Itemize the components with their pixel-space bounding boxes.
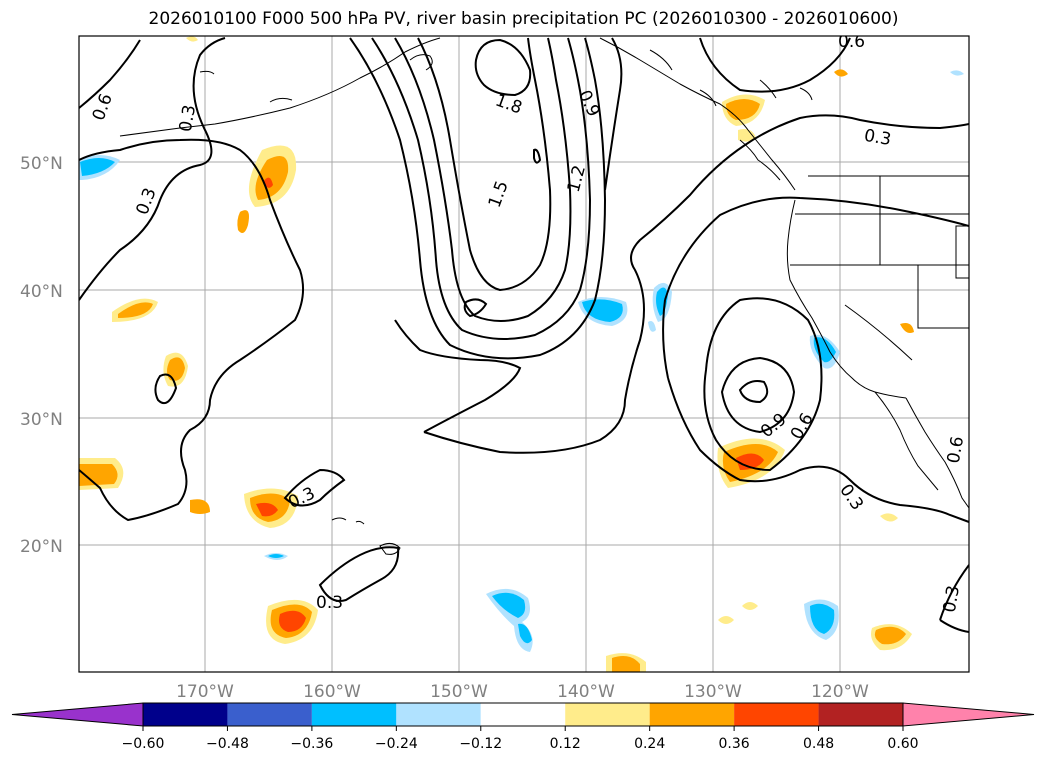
colorbar-segment	[311, 703, 397, 726]
lon-label-170: 170°W	[176, 682, 234, 702]
lat-label-50: 50°N	[20, 154, 63, 174]
contour-label: 0.3	[176, 103, 200, 133]
precip-positive-blob	[186, 36, 898, 624]
colorbar: −0.60 −0.48 −0.36 −0.24 −0.12 0.12 0.24 0.36 0.4…	[11, 702, 1035, 752]
colorbar-extend-min	[11, 702, 144, 727]
colorbar-segment	[565, 703, 650, 726]
lon-label-120: 120°W	[811, 682, 869, 702]
colorbar-tick-label: −0.12	[459, 736, 502, 752]
precip-positive-blob	[606, 653, 646, 672]
precip-positive-blob	[717, 438, 785, 488]
precip-positive-blob	[834, 69, 848, 77]
lon-label-130: 130°W	[684, 682, 742, 702]
colorbar-segment	[396, 703, 481, 726]
gridlines	[79, 36, 969, 672]
coastlines	[119, 37, 969, 555]
precip-positive-blob	[237, 210, 249, 234]
colorbar-tick-label: 0.60	[887, 736, 918, 752]
precip-positive-blob	[900, 323, 914, 333]
lat-label-40: 40°N	[20, 282, 63, 302]
contour-label: 0.6	[944, 435, 968, 465]
colorbar-tick-label: −0.48	[206, 736, 249, 752]
contour-label: 0.6	[838, 32, 865, 52]
colorbar-tick-label: 0.48	[803, 736, 834, 752]
colorbar-segment	[480, 703, 566, 726]
precip-positive-blob	[248, 145, 297, 207]
lon-label-140: 140°W	[557, 682, 615, 702]
lon-axis-labels: 170°W 160°W 150°W 140°W 130°W 120°W	[176, 682, 869, 702]
colorbar-tick-label: −0.60	[122, 736, 165, 752]
lon-label-150: 150°W	[430, 682, 488, 702]
colorbar-extend-max	[902, 702, 1035, 727]
lat-label-30: 30°N	[20, 410, 63, 430]
colorbar-segment	[227, 703, 312, 726]
colorbar-tick-label: 0.12	[550, 736, 581, 752]
precip-positive-blob	[738, 129, 756, 142]
contour-label: 0.3	[862, 126, 892, 150]
precip-positive-blob	[79, 458, 124, 490]
precip-positive-blob	[112, 298, 158, 322]
precip-positive-blob	[190, 499, 210, 514]
colorbar-tick-label: −0.36	[290, 736, 333, 752]
colorbar-segment	[734, 703, 819, 726]
precip-negative-blob	[486, 588, 533, 652]
precip-negative-blob	[264, 70, 964, 560]
precip-positive-blob	[266, 599, 318, 644]
colorbar-tick-label: 0.24	[634, 736, 665, 752]
contour-label: 0.3	[316, 593, 343, 613]
precip-positive-blob	[871, 624, 912, 651]
lat-axis-labels: 50°N 40°N 30°N 20°N	[20, 154, 63, 557]
contour-label: 0.3	[940, 584, 964, 614]
precip-positive-blob	[163, 352, 188, 387]
precip-negative-blob	[79, 155, 120, 180]
precip-shading	[79, 36, 964, 672]
pv-contours	[79, 37, 969, 633]
lon-label-160: 160°W	[303, 682, 361, 702]
map-frame	[78, 35, 970, 673]
lat-label-20: 20°N	[20, 537, 63, 557]
colorbar-tick-label: −0.24	[375, 736, 418, 752]
colorbar-segment	[143, 703, 228, 726]
colorbar-outline	[142, 702, 904, 727]
colorbar-tick-label: 0.36	[719, 736, 750, 752]
precip-negative-blob	[804, 599, 839, 640]
colorbar-segment	[818, 703, 903, 726]
colorbar-segment	[649, 703, 735, 726]
map-title: 2026010100 F000 500 hPa PV, river basin …	[148, 9, 899, 29]
